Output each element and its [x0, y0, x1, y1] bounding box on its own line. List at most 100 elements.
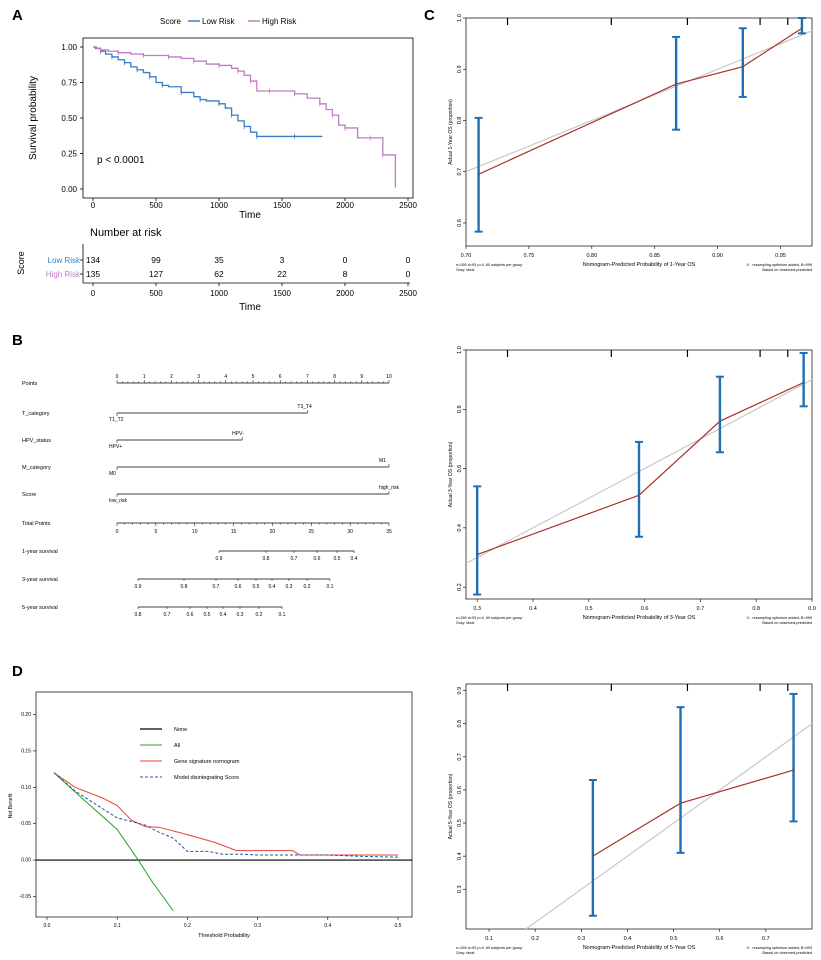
dca-plot: Net Benefit Threshold Probability -0.05 0…	[8, 691, 413, 939]
nomogram-level-high: HPV-	[232, 431, 244, 437]
risk-table-ylabel: Score	[16, 251, 26, 275]
risk-table-title: Number at risk	[90, 227, 162, 239]
nomogram-survival-label: 0.5	[334, 556, 341, 562]
calibration-ytick-label: 0.8	[457, 117, 463, 125]
calibration-ytick-label: 0.4	[457, 524, 463, 532]
calibration-frame	[465, 683, 813, 930]
risk-xtick-label: 2500	[399, 289, 417, 298]
dca-ytick-label: 0.20	[21, 712, 31, 718]
km-xlabel: Time	[239, 210, 261, 221]
nomogram-points-label: 0	[116, 374, 119, 380]
nomogram-total-label: 25	[309, 529, 315, 535]
km-ytick-label: 0.50	[61, 114, 77, 123]
dca-xtick-label: 0.3	[254, 923, 261, 929]
nomogram-points-label: 8	[333, 374, 336, 380]
calibration-point-mark: ×	[674, 82, 678, 88]
nomogram-points-label: 9	[360, 374, 363, 380]
calibration-xtick-label: 0.9	[808, 606, 816, 612]
calibration-footer-right-basis: Based on observed-predicted	[762, 268, 812, 272]
calibration-xtick-label: 0.90	[712, 253, 723, 259]
dca-xtick-label: 0.1	[114, 923, 121, 929]
calibration-frame	[465, 349, 813, 600]
nomogram-total-label: 5	[154, 529, 157, 535]
calibration-point-mark: ×	[792, 768, 796, 774]
calibration-plot-5yr: × × × 0.1 0.2 0.3 0.4 0.5 0.6 0.7 0.3 0.4 0.5 0.6 0.7 0…	[448, 683, 813, 955]
km-ylabel: Survival probability	[28, 76, 39, 160]
dca-ylabel: Net Benefit	[8, 793, 14, 818]
nomogram-points-label: 1	[143, 374, 146, 380]
km-ytick-label: 0.00	[61, 185, 77, 194]
km-ytick-label: 0.75	[61, 79, 77, 88]
calibration-footer-right: X - resampling optimism added, B=999	[746, 263, 812, 267]
nomogram-survival-label: 0.4	[269, 584, 276, 590]
calibration-frame	[465, 17, 813, 247]
risk-cell: 8	[343, 269, 348, 279]
nomogram-survival-label: 0.4	[351, 556, 358, 562]
calibration-xtick-label: 0.6	[716, 936, 724, 942]
calibration-ytick-label: 0.3	[457, 885, 463, 893]
calibration-xtick-label: 0.6	[641, 606, 649, 612]
nomogram-total-label: 20	[270, 529, 276, 535]
dca-line-nomogram	[53, 772, 398, 856]
nomogram-row-label: Points	[22, 381, 38, 387]
nomogram-survival-label: 0.6	[187, 612, 194, 618]
calibration-ytick-label: 0.2	[457, 583, 463, 591]
km-ytick-label: 0.25	[61, 150, 77, 159]
nomogram-survival-label: 0.7	[213, 584, 220, 590]
risk-cell: 134	[86, 255, 100, 265]
panel-letter-c: C	[424, 7, 435, 24]
km-pvalue: p < 0.0001	[97, 155, 145, 166]
calibration-xtick-label: 0.7	[697, 606, 705, 612]
km-curve-low-risk	[93, 46, 323, 138]
calibration-ytick-label: 1.0	[457, 14, 463, 22]
calibration-xtick-label: 0.80	[586, 253, 597, 259]
nomogram-level-low: M0	[109, 471, 116, 477]
risk-cell: 3	[280, 255, 285, 265]
nomogram-survival-label: 0.5	[204, 612, 211, 618]
dca-legend-label: All	[174, 743, 180, 749]
calibration-plot-3yr: × × × × 0.3 0.4 0.5 0.6 0.7 0.8 0.9 0.2 0.4 0.6 0.8 1.0…	[448, 346, 816, 625]
calibration-apparent-line	[476, 382, 804, 556]
km-xtick-label: 2000	[336, 201, 354, 210]
nomogram-row-label: 3-year survival	[22, 577, 58, 583]
dca-line-all	[53, 772, 174, 912]
calibration-ideal-line	[466, 30, 812, 173]
calibration-ytick-label: 0.7	[457, 753, 463, 761]
risk-cell: 127	[149, 269, 163, 279]
km-xtick-label: 1000	[210, 201, 228, 210]
nomogram-survival-label: 0.8	[263, 556, 270, 562]
risk-cell: 0	[406, 255, 411, 265]
km-xtick-label: 2500	[399, 201, 417, 210]
calibration-xtick-label: 0.70	[461, 253, 472, 259]
calibration-footer-left-ideal: Gray: ideal	[456, 951, 475, 955]
calibration-point-mark: ×	[475, 553, 479, 559]
nomogram-survival-label: 0.1	[327, 584, 334, 590]
nomogram-level-low: HPV+	[109, 444, 122, 450]
calibration-ytick-label: 0.6	[457, 465, 463, 473]
nomogram-row-label: Total Points	[22, 521, 51, 527]
calibration-xtick-label: 0.1	[485, 936, 493, 942]
calibration-point-mark: ×	[637, 493, 641, 499]
calibration-xtick-label: 0.5	[670, 936, 678, 942]
dca-xtick-label: 0.4	[324, 923, 331, 929]
dca-legend-label: None	[174, 727, 187, 733]
calibration-footer-left: n=269 d=93 p=4, 60 subjects per group	[456, 946, 522, 950]
risk-row-label: Low Risk	[48, 256, 81, 265]
calibration-ytick-label: 0.8	[457, 720, 463, 728]
calibration-ytick-label: 0.8	[457, 405, 463, 413]
nomogram-level-high: high_risk	[379, 485, 400, 491]
nomogram-row-label: 1-year survival	[22, 549, 58, 555]
nomogram-row-label: M_category	[22, 465, 51, 471]
nomogram-points-label: 3	[197, 374, 200, 380]
dca-legend-label: Gene signature nomogram	[174, 759, 240, 765]
nomogram-survival-label: 0.4	[220, 612, 227, 618]
risk-cell: 35	[214, 255, 224, 265]
dca-xtick-label: 0.5	[395, 923, 402, 929]
nomogram-survival-label: 0.8	[135, 612, 142, 618]
km-curve-high-risk	[93, 46, 397, 188]
dca-line-score	[53, 772, 399, 858]
nomogram: Points T_category HPV_status M_category Scor…	[22, 374, 400, 618]
risk-cell: 135	[86, 269, 100, 279]
risk-xtick-label: 1000	[210, 289, 228, 298]
calibration-xlabel: Nomogram-Predicted Probability of 1-Year…	[583, 262, 696, 268]
